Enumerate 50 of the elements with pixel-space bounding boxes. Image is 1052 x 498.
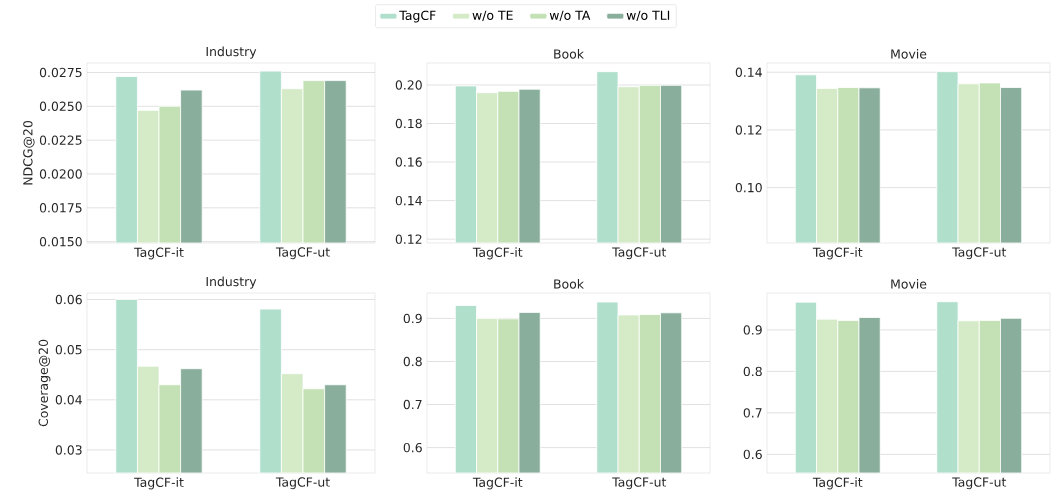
x-tick-label: TagCF-ut: [612, 477, 667, 490]
x-tick-label: TagCF-it: [812, 247, 863, 260]
y-tick-label: 0.12: [395, 234, 422, 244]
x-tick-label: TagCF-it: [134, 247, 184, 260]
y-tick-label: 0.20: [395, 80, 422, 90]
y-tick-label: 0.18: [395, 118, 422, 129]
chart-title: Movie: [891, 49, 927, 59]
x-tick-label: TagCF-it: [134, 477, 184, 490]
legend-label: w/o TE: [472, 10, 513, 21]
x-tick-label: TagCF-ut: [952, 477, 1007, 490]
y-tick-label: 0.7: [743, 408, 762, 418]
y-tick-label: 0.0150: [39, 236, 82, 247]
x-tick-label: TagCF-it: [472, 477, 523, 490]
y-tick-label: 0.05: [55, 344, 82, 355]
y-axis-title: Coverage@20: [38, 339, 51, 427]
y-tick-label: 0.16: [395, 157, 422, 167]
x-tick-label: TagCF-it: [472, 247, 523, 260]
y-tick-label: 0.8: [403, 356, 422, 367]
x-tick-label: TagCF-ut: [952, 247, 1007, 260]
x-tick-label: TagCF-ut: [275, 477, 330, 490]
y-tick-label: 0.6: [743, 449, 762, 460]
y-tick-label: 0.0225: [39, 135, 82, 145]
x-tick-label: TagCF-it: [812, 477, 863, 490]
legend-label: TagCF: [399, 10, 436, 23]
y-tick-label: 0.14: [395, 195, 422, 206]
legend-label: w/o TLI: [626, 10, 670, 21]
y-tick-label: 0.8: [743, 366, 762, 377]
y-tick-label: 0.7: [403, 399, 422, 410]
y-tick-label: 0.9: [403, 313, 422, 324]
y-tick-label: 0.6: [403, 442, 422, 453]
chart-title: Industry: [206, 276, 257, 289]
y-tick-label: 0.10: [735, 182, 762, 193]
y-tick-label: 0.03: [55, 445, 82, 455]
y-tick-label: 0.0200: [39, 169, 82, 179]
x-tick-label: TagCF-ut: [275, 247, 330, 260]
y-tick-label: 0.12: [735, 125, 762, 135]
y-tick-label: 0.9: [743, 325, 762, 335]
y-tick-label: 0.0275: [39, 67, 82, 78]
y-tick-label: 0.14: [735, 67, 762, 77]
y-axis-title: NDCG@20: [23, 121, 35, 185]
y-tick-label: 0.0250: [39, 101, 82, 112]
chart-title: Book: [554, 279, 584, 289]
chart-title: Industry: [206, 46, 257, 59]
y-tick-label: 0.06: [55, 294, 82, 305]
x-tick-label: TagCF-ut: [612, 247, 667, 260]
chart-title: Movie: [891, 279, 927, 289]
y-tick-label: 0.04: [55, 395, 82, 405]
legend-label: w/o TA: [549, 10, 591, 21]
chart-title: Book: [554, 49, 584, 59]
y-tick-label: 0.0175: [39, 203, 82, 213]
